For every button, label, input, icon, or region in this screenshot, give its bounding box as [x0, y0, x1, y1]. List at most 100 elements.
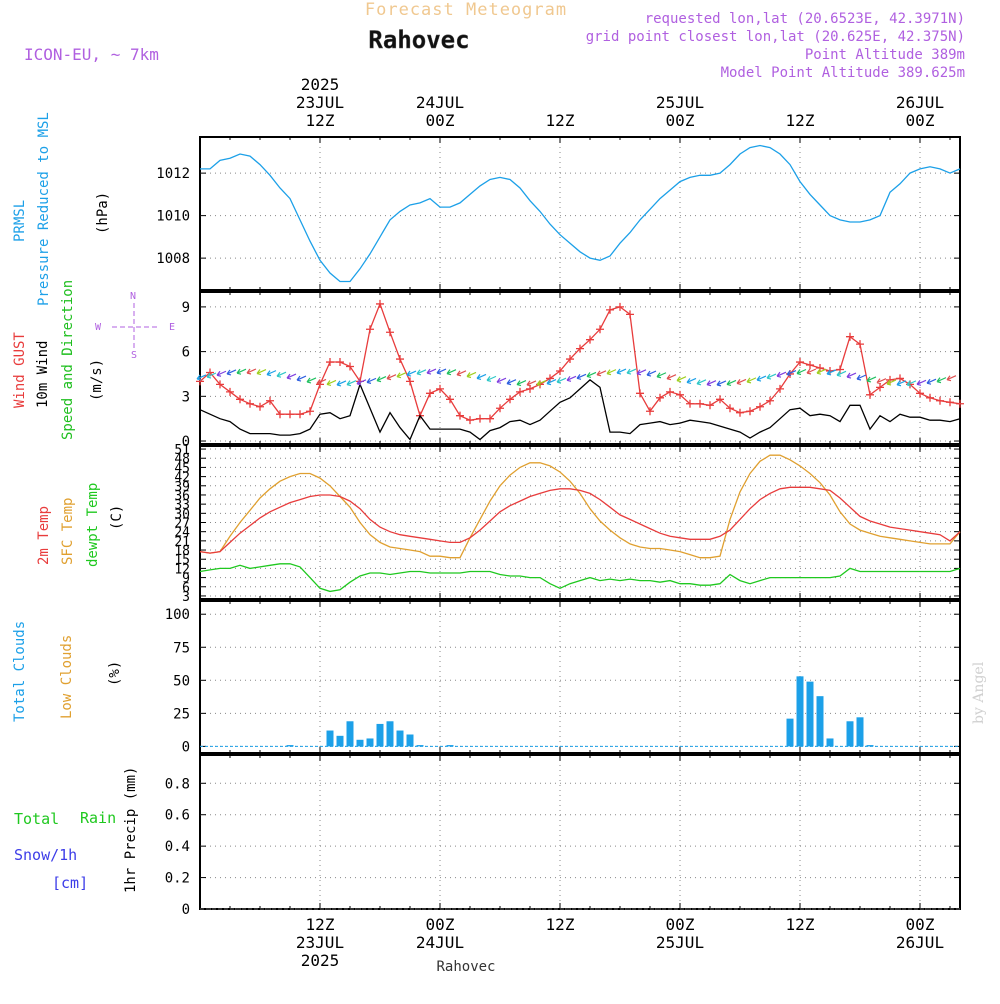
y-tick-label: 39	[174, 480, 190, 495]
wind-direction-arrow-icon	[456, 370, 467, 377]
wind-direction-arrow-icon	[626, 368, 637, 375]
wind-direction-arrow-icon	[616, 368, 627, 375]
wind-direction-arrow-icon	[476, 373, 487, 380]
prmsl-series-line	[200, 144, 961, 283]
wind-gust-marker	[516, 387, 524, 396]
wind-direction-arrow-icon	[936, 377, 947, 384]
label-hpa: (hPa)	[95, 192, 111, 234]
y-tick-label: 0.8	[165, 776, 190, 792]
wind-direction-arrow-icon	[796, 368, 807, 376]
sfc-temp-series-line	[199, 454, 961, 559]
y-tick-label: 3	[182, 389, 190, 405]
label-wind-gust: Wind GUST	[12, 332, 28, 408]
cloud-bar	[396, 730, 404, 747]
wind-gust-marker	[726, 404, 734, 413]
wind-gust-marker	[596, 325, 604, 334]
y-tick-label: 21	[174, 535, 190, 550]
wind-gust-marker	[656, 393, 664, 402]
wind-gust-marker	[466, 416, 474, 425]
wind-gust-marker	[876, 383, 884, 392]
y-tick-label: 27	[174, 517, 190, 532]
wind-gust-marker	[566, 355, 574, 364]
wind-direction-arrow-icon	[536, 380, 547, 387]
bottom-time-label: 12Z	[306, 915, 335, 934]
wind-direction-arrow-icon	[586, 371, 597, 379]
bottom-time-label: 26JUL	[896, 933, 944, 952]
wind-direction-arrow-icon	[246, 368, 257, 375]
label-sfc-temp: SFC Temp	[60, 498, 76, 565]
wind-gust-marker	[246, 399, 254, 408]
wind-gust-marker	[426, 389, 434, 398]
wind-direction-arrow-icon	[826, 369, 837, 376]
wind-gust-marker	[746, 407, 754, 416]
wind-direction-arrow-icon	[816, 368, 827, 375]
wind-direction-arrow-icon	[306, 377, 317, 384]
label-total-clouds: Total Clouds	[12, 621, 28, 722]
y-tick-label: 36	[174, 489, 190, 504]
wind-gust-marker	[946, 398, 954, 407]
label-10m-wind: 10m Wind	[35, 341, 51, 408]
wind-direction-arrow-icon	[506, 379, 517, 386]
wind-direction-arrow-icon	[676, 376, 687, 383]
wind-direction-arrow-icon	[666, 374, 677, 381]
wind-speed-series-line	[199, 379, 961, 441]
wind-gust-marker	[366, 325, 374, 334]
wind-direction-arrow-icon	[256, 368, 267, 376]
wind-direction-arrow-icon	[196, 374, 207, 381]
wind-direction-arrow-icon	[546, 379, 557, 386]
wind-gust-marker	[266, 396, 274, 405]
wind-direction-arrow-icon	[296, 375, 307, 382]
wind-gust-marker	[736, 408, 744, 417]
wind-gust-marker	[716, 395, 724, 404]
wind-gust-marker	[496, 404, 504, 413]
cloud-bar	[796, 676, 804, 747]
label-c: (C)	[109, 505, 125, 530]
wind-gust-marker	[576, 344, 584, 353]
wind-direction-arrow-icon	[846, 372, 857, 379]
top-time-label: 00Z	[666, 111, 695, 130]
label-cm: [cm]	[52, 874, 88, 892]
wind-direction-arrow-icon	[276, 371, 287, 378]
wind-gust-marker	[336, 358, 344, 367]
y-tick-label: 18	[174, 544, 190, 559]
wind-gust-marker	[226, 387, 234, 396]
compass-rose-icon: N W E S	[95, 291, 175, 361]
precipitation-panel: 0 0.2 0.4 0.6 0.8	[165, 754, 961, 918]
cloud-bar	[346, 721, 354, 747]
bottom-time-label: 25JUL	[656, 933, 704, 952]
cloud-bar	[446, 745, 454, 747]
wind-direction-arrow-icon	[526, 380, 537, 387]
label-2m-temp: 2m Temp	[36, 506, 52, 565]
compass-s: S	[131, 350, 137, 361]
wind-gust-marker	[846, 332, 854, 341]
y-tick-label: 42	[174, 471, 190, 486]
wind-gust-marker	[476, 414, 484, 423]
wind-gust-marker	[916, 389, 924, 398]
label-pct: (%)	[107, 661, 123, 686]
wind-gust-marker	[666, 387, 674, 396]
top-time-label: 26JUL	[896, 93, 944, 112]
wind-direction-arrow-icon	[606, 369, 617, 376]
y-tick-label: 0	[182, 434, 190, 450]
wind-direction-arrow-icon	[876, 378, 887, 385]
panel-frame	[199, 600, 961, 754]
wind-gust-marker	[626, 310, 634, 319]
cloud-bar	[826, 738, 834, 747]
cloud-bar	[336, 735, 344, 747]
bottom-time-label: 24JUL	[416, 933, 464, 952]
y-tick-label: 50	[173, 673, 190, 689]
wind-gust-marker	[796, 358, 804, 367]
wind-gust-marker	[856, 340, 864, 349]
wind-gust-marker	[256, 402, 264, 411]
wind-gust-marker	[696, 399, 704, 408]
wind-direction-arrow-icon	[776, 371, 787, 378]
y-tick-label: 33	[174, 498, 190, 513]
wind-gust-marker	[766, 396, 774, 405]
wind-gust-marker	[546, 374, 554, 383]
wind-gust-marker	[956, 399, 964, 408]
y-tick-label: 1008	[156, 251, 190, 267]
wind-gust-marker	[866, 390, 874, 399]
label-prmsl: PRMSL	[12, 200, 28, 242]
wind-direction-arrow-icon	[496, 377, 507, 384]
label-total: Total	[14, 810, 59, 828]
